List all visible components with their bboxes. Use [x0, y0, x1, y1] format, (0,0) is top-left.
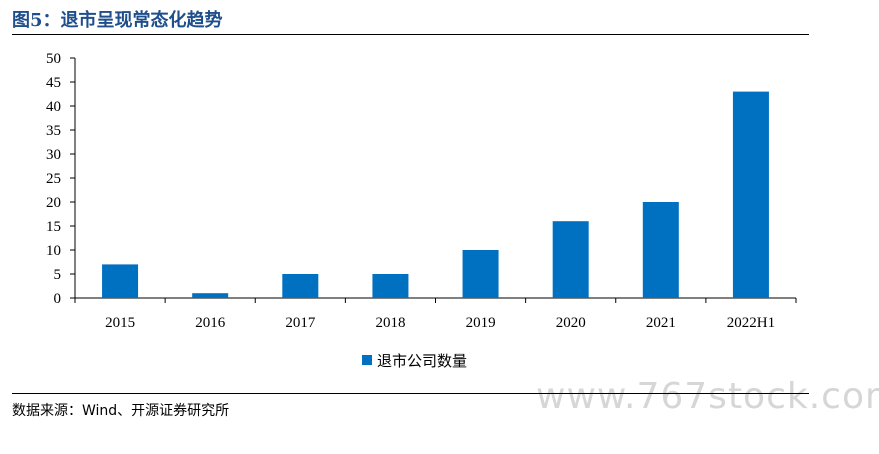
legend: 退市公司数量 — [362, 352, 467, 370]
bar-2021 — [642, 202, 679, 298]
y-tick-label: 30 — [46, 147, 61, 163]
bar-2020 — [552, 221, 589, 298]
source-note: 数据来源：Wind、开源证券研究所 — [12, 403, 230, 419]
bar-2017 — [282, 274, 319, 298]
y-tick-label: 5 — [54, 267, 62, 283]
bar-2016 — [192, 293, 229, 298]
y-tick-label: 35 — [46, 123, 61, 139]
bar-2015 — [102, 264, 139, 298]
bars — [102, 91, 769, 298]
y-axis: 0 5 10 15 20 25 30 35 40 45 50 — [46, 51, 76, 307]
x-tick-label: 2016 — [195, 315, 226, 331]
legend-label: 退市公司数量 — [377, 352, 467, 370]
watermark: www.767stock.com — [536, 376, 879, 417]
y-tick-label: 25 — [46, 171, 61, 187]
x-tick-label: 2022H1 — [727, 315, 775, 331]
y-tick-label: 50 — [46, 51, 61, 67]
legend-swatch — [362, 355, 372, 365]
figure-title: 图5：退市呈现常态化趋势 — [12, 10, 223, 31]
source-rule — [12, 393, 809, 394]
bar-2018 — [372, 274, 409, 298]
x-tick-label: 2019 — [466, 315, 496, 331]
x-axis: 2015 2016 2017 2018 2019 2020 2021 2022H1 — [74, 297, 797, 331]
x-tick-label: 2020 — [556, 315, 586, 331]
y-tick-label: 20 — [46, 195, 61, 211]
title-rule — [12, 34, 809, 35]
x-tick-label: 2015 — [105, 315, 135, 331]
bar-2019 — [462, 250, 499, 298]
x-tick-label: 2017 — [285, 315, 316, 331]
y-tick-label: 15 — [46, 219, 61, 235]
y-tick-label: 10 — [46, 243, 61, 259]
bar-2022H1 — [732, 91, 769, 298]
y-tick-label: 45 — [46, 75, 61, 91]
y-tick-label: 40 — [46, 99, 61, 115]
y-tick-label: 0 — [54, 291, 62, 307]
x-tick-label: 2021 — [646, 315, 676, 331]
x-tick-label: 2018 — [375, 315, 405, 331]
